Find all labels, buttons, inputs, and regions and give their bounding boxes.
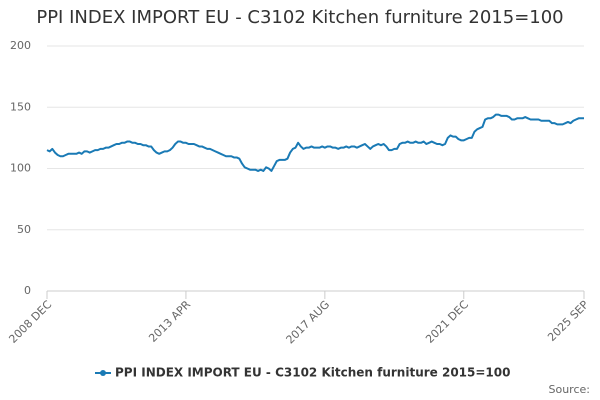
y-tick-label: 100 — [10, 162, 31, 175]
x-tick-label: 2013 APR — [146, 298, 193, 345]
x-tick-label: 2021 DEC — [423, 298, 471, 346]
y-tick-label: 0 — [24, 284, 31, 297]
y-tick-label: 150 — [10, 100, 31, 113]
legend-marker — [100, 370, 106, 376]
x-tick-label: 2025 SEP — [545, 298, 591, 344]
y-tick-label: 200 — [10, 39, 31, 52]
x-tick-label: 2008 DEC — [6, 298, 54, 346]
source: Source: — [549, 383, 591, 396]
y-tick-label: 50 — [17, 223, 31, 236]
data-line — [46, 113, 584, 172]
x-tick-label: 2017 AUG — [284, 298, 333, 347]
chart-title: PPI INDEX IMPORT EU - C3102 Kitchen furn… — [36, 7, 563, 28]
legend-text: PPI INDEX IMPORT EU - C3102 Kitchen furn… — [115, 366, 510, 380]
